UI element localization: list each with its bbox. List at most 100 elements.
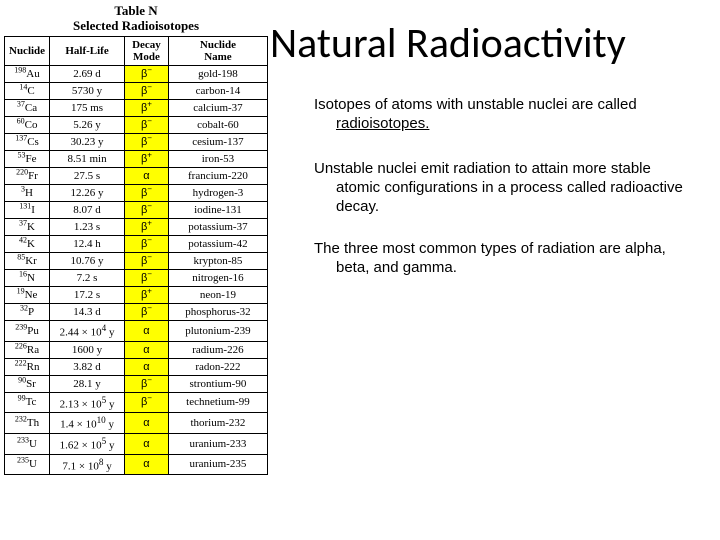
cell-name: cesium-137 [168, 133, 267, 150]
th-decaymode: DecayMode [125, 36, 169, 65]
p1-text: Isotopes of atoms with unstable nuclei a… [314, 96, 637, 113]
cell-halflife: 30.23 y [50, 133, 125, 150]
table-caption-line2: Selected Radioisotopes [73, 18, 199, 33]
cell-name: hydrogen-3 [168, 184, 267, 201]
cell-nuclide: 85Kr [5, 252, 50, 269]
table-row: 235U7.1 × 108 yαuranium-235 [5, 454, 268, 475]
table-row: 32P14.3 dβ−phosphorus-32 [5, 303, 268, 320]
cell-nuclide: 19Ne [5, 286, 50, 303]
cell-halflife: 10.76 y [50, 252, 125, 269]
cell-nuclide: 37Ca [5, 99, 50, 116]
th-halflife: Half-Life [50, 36, 125, 65]
cell-decaymode: α [125, 433, 169, 454]
radioisotope-table-region: Table N Selected Radioisotopes Nuclide H… [4, 4, 268, 475]
cell-halflife: 1600 y [50, 341, 125, 358]
table-row: 90Sr28.1 yβ−strontium-90 [5, 375, 268, 392]
cell-decaymode: α [125, 454, 169, 475]
cell-name: gold-198 [168, 65, 267, 82]
cell-nuclide: 232Th [5, 413, 50, 434]
cell-nuclide: 137Cs [5, 133, 50, 150]
table-row: 16N7.2 sβ−nitrogen-16 [5, 269, 268, 286]
cell-name: calcium-37 [168, 99, 267, 116]
cell-decaymode: β− [125, 65, 169, 82]
table-row: 53Fe8.51 minβ+iron-53 [5, 150, 268, 167]
cell-decaymode: β+ [125, 286, 169, 303]
table-row: 3H12.26 yβ−hydrogen-3 [5, 184, 268, 201]
p2-text: Unstable nuclei emit radiation to attain… [314, 160, 684, 216]
cell-decaymode: β− [125, 184, 169, 201]
cell-halflife: 5730 y [50, 82, 125, 99]
table-row: 232Th1.4 × 1010 yαthorium-232 [5, 413, 268, 434]
cell-name: radium-226 [168, 341, 267, 358]
cell-halflife: 1.4 × 1010 y [50, 413, 125, 434]
table-row: 233U1.62 × 105 yαuranium-233 [5, 433, 268, 454]
cell-name: potassium-37 [168, 218, 267, 235]
table-row: 137Cs30.23 yβ−cesium-137 [5, 133, 268, 150]
cell-nuclide: 53Fe [5, 150, 50, 167]
cell-halflife: 3.82 d [50, 358, 125, 375]
cell-name: neon-19 [168, 286, 267, 303]
cell-name: potassium-42 [168, 235, 267, 252]
table-row: 222Rn3.82 dαradon-222 [5, 358, 268, 375]
cell-halflife: 7.1 × 108 y [50, 454, 125, 475]
cell-decaymode: α [125, 341, 169, 358]
table-row: 19Ne17.2 sβ+neon-19 [5, 286, 268, 303]
cell-decaymode: β− [125, 82, 169, 99]
cell-nuclide: 226Ra [5, 341, 50, 358]
table-row: 37K1.23 sβ+potassium-37 [5, 218, 268, 235]
cell-decaymode: β− [125, 303, 169, 320]
cell-halflife: 28.1 y [50, 375, 125, 392]
table-header-row: Nuclide Half-Life DecayMode NuclideName [5, 36, 268, 65]
cell-name: phosphorus-32 [168, 303, 267, 320]
cell-nuclide: 222Rn [5, 358, 50, 375]
paragraph-1: Isotopes of atoms with unstable nuclei a… [314, 96, 684, 134]
cell-decaymode: β+ [125, 99, 169, 116]
table-row: 42K12.4 hβ−potassium-42 [5, 235, 268, 252]
paragraph-3: The three most common types of radiation… [314, 240, 684, 278]
cell-halflife: 1.23 s [50, 218, 125, 235]
cell-decaymode: β− [125, 201, 169, 218]
p1-keyword: radioisotopes. [336, 115, 429, 132]
cell-name: krypton-85 [168, 252, 267, 269]
table-row: 198Au2.69 dβ−gold-198 [5, 65, 268, 82]
th-nuclidename: NuclideName [168, 36, 267, 65]
cell-halflife: 2.44 × 104 y [50, 320, 125, 341]
p3-text: The three most common types of radiation… [314, 240, 684, 278]
table-row: 226Ra1600 yαradium-226 [5, 341, 268, 358]
table-row: 14C5730 yβ−carbon-14 [5, 82, 268, 99]
cell-name: uranium-235 [168, 454, 267, 475]
cell-decaymode: β+ [125, 218, 169, 235]
cell-nuclide: 16N [5, 269, 50, 286]
cell-halflife: 7.2 s [50, 269, 125, 286]
cell-nuclide: 239Pu [5, 320, 50, 341]
cell-nuclide: 32P [5, 303, 50, 320]
radioisotope-table: Nuclide Half-Life DecayMode NuclideName … [4, 36, 268, 475]
cell-halflife: 27.5 s [50, 167, 125, 184]
cell-halflife: 175 ms [50, 99, 125, 116]
cell-name: uranium-233 [168, 433, 267, 454]
cell-nuclide: 3H [5, 184, 50, 201]
cell-decaymode: β− [125, 269, 169, 286]
table-row: 60Co5.26 yβ−cobalt-60 [5, 116, 268, 133]
cell-nuclide: 99Tc [5, 392, 50, 413]
cell-decaymode: β− [125, 116, 169, 133]
page-title: Natural Radioactivity [270, 18, 626, 69]
table-row: 99Tc2.13 × 105 yβ−technetium-99 [5, 392, 268, 413]
cell-decaymode: β− [125, 392, 169, 413]
cell-name: nitrogen-16 [168, 269, 267, 286]
cell-decaymode: β+ [125, 150, 169, 167]
cell-halflife: 12.4 h [50, 235, 125, 252]
cell-nuclide: 233U [5, 433, 50, 454]
table-row: 239Pu2.44 × 104 yαplutonium-239 [5, 320, 268, 341]
cell-decaymode: α [125, 413, 169, 434]
cell-decaymode: α [125, 320, 169, 341]
cell-halflife: 2.69 d [50, 65, 125, 82]
cell-name: plutonium-239 [168, 320, 267, 341]
cell-name: francium-220 [168, 167, 267, 184]
cell-name: radon-222 [168, 358, 267, 375]
table-row: 131I8.07 dβ−iodine-131 [5, 201, 268, 218]
cell-decaymode: β− [125, 133, 169, 150]
cell-halflife: 12.26 y [50, 184, 125, 201]
cell-nuclide: 131I [5, 201, 50, 218]
cell-nuclide: 235U [5, 454, 50, 475]
